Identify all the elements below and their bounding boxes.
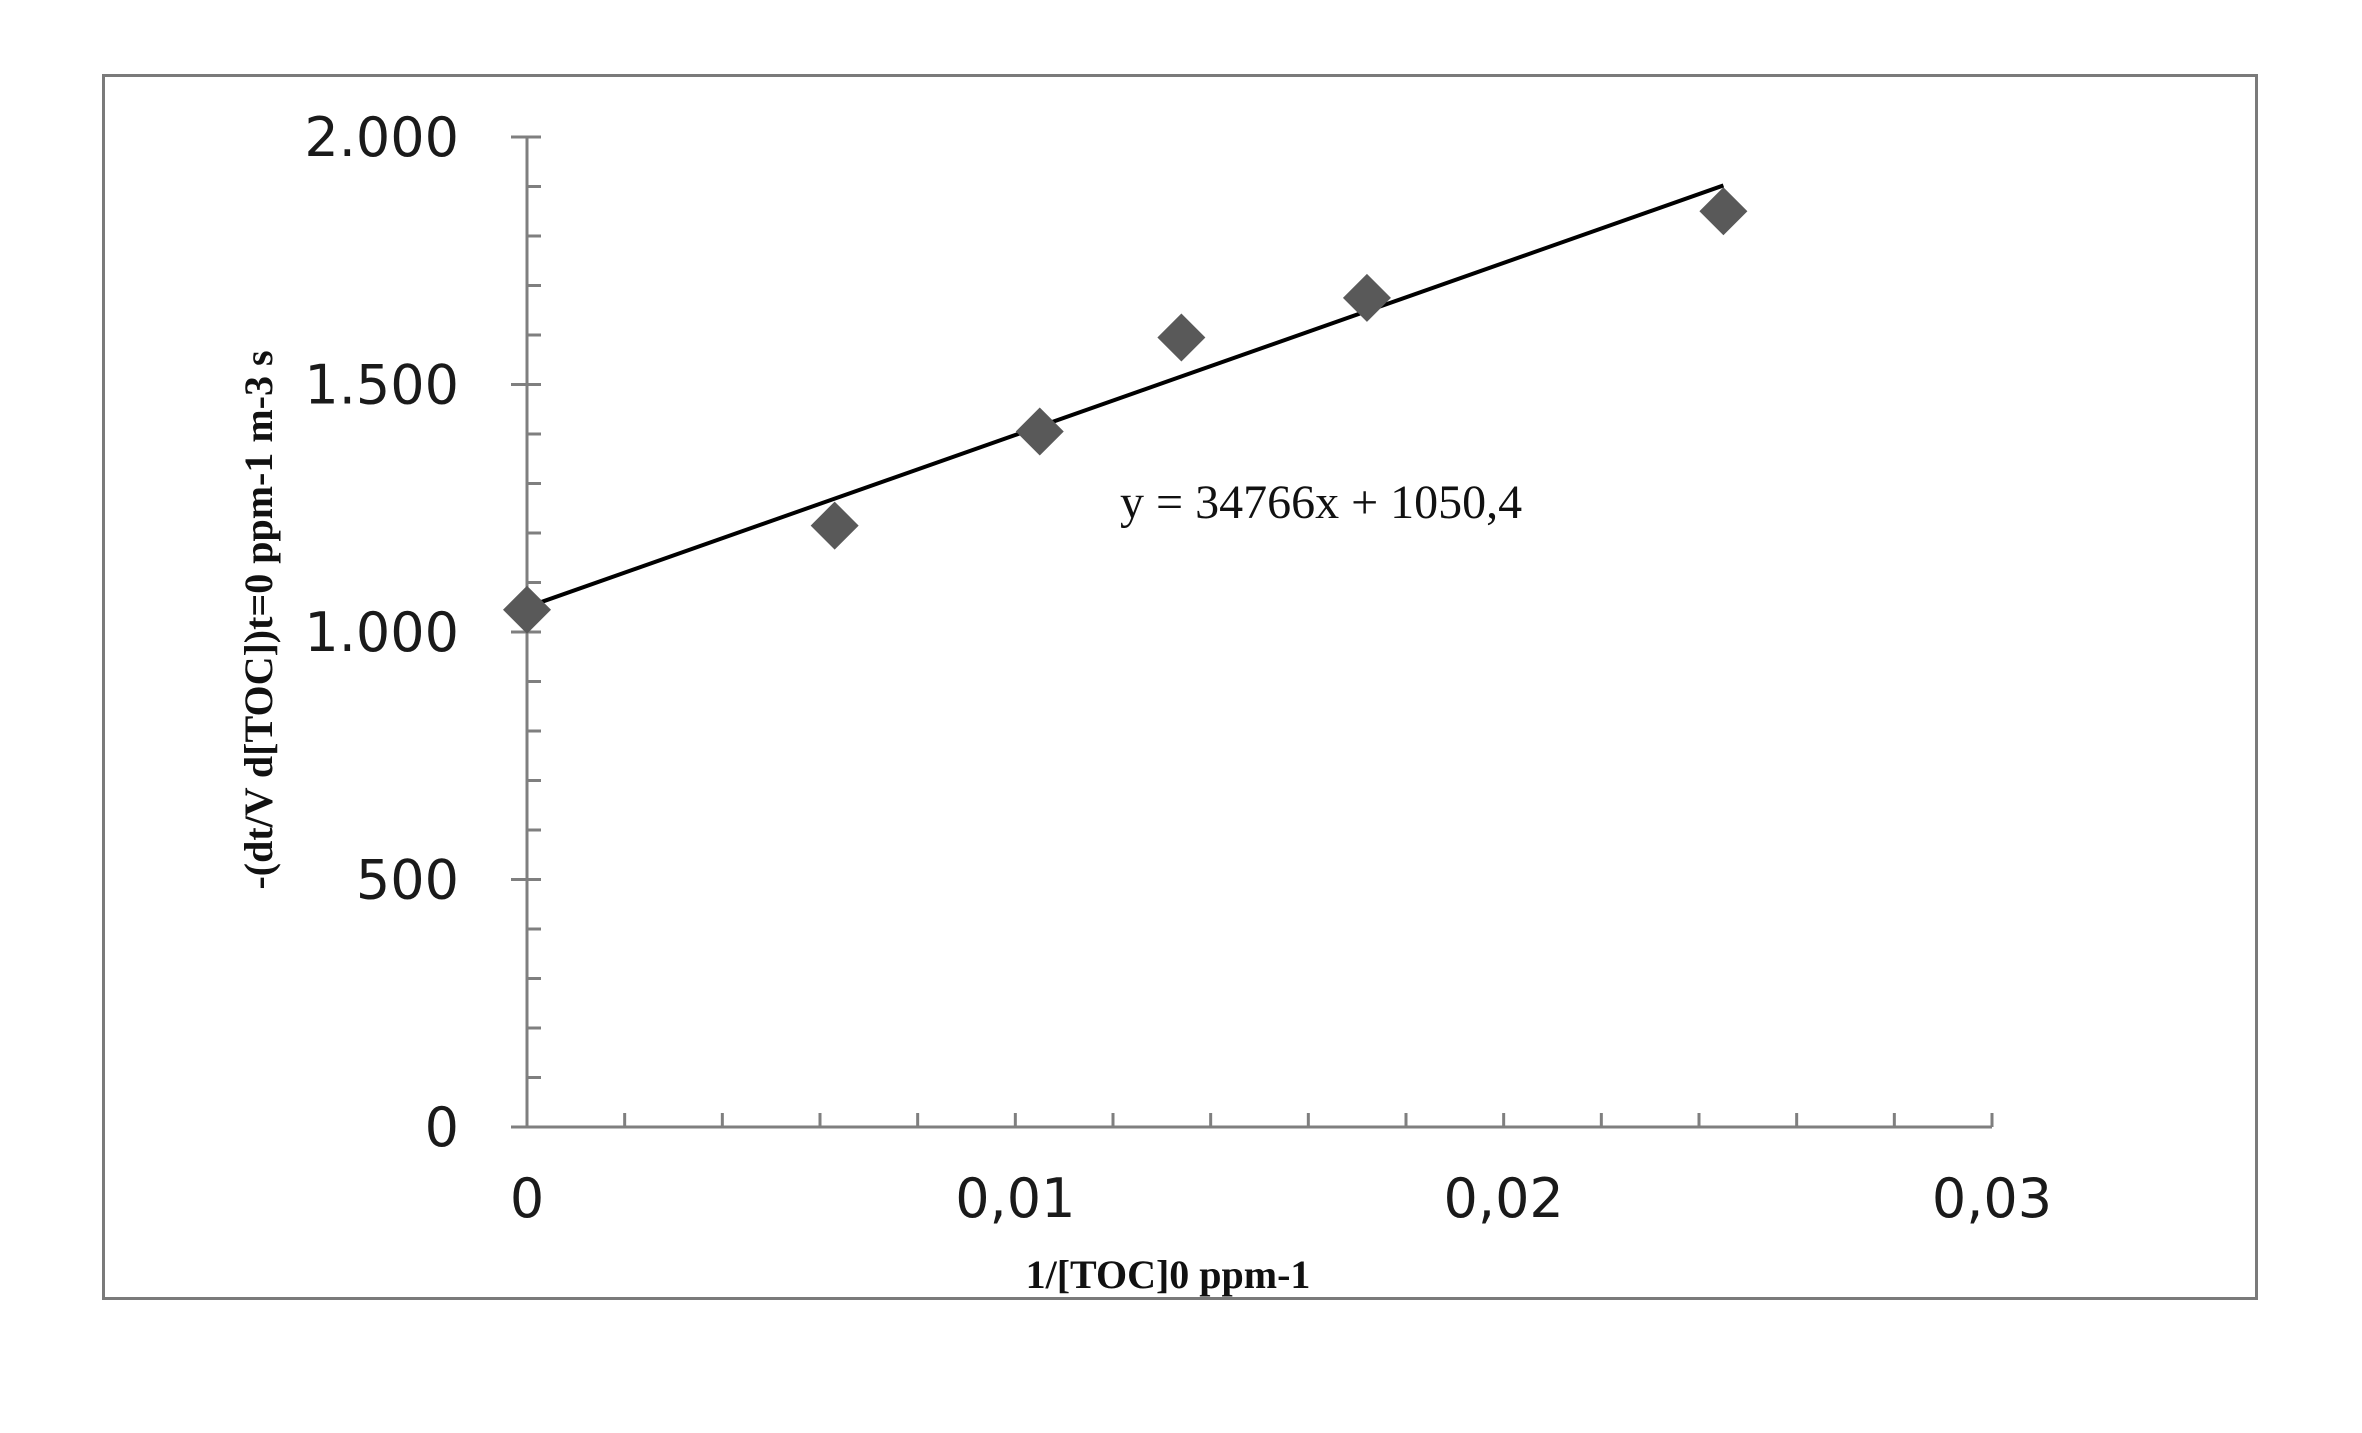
data-point <box>1015 407 1064 456</box>
x-tick-label: 0,03 <box>1932 1167 2052 1230</box>
x-tick-label: 0,01 <box>955 1167 1075 1230</box>
data-point <box>810 501 859 550</box>
trendline-equation: y = 34766x + 1050,4 <box>1120 476 1522 529</box>
data-point <box>1699 187 1748 236</box>
y-axis-title: -(dt/V d[TOC])t=0 ppm-1 m-3 s <box>236 350 281 889</box>
tick-labels: 0 0,01 0,02 0,03 0 500 1.000 1.500 2.000 <box>304 106 2052 1230</box>
y-tick-label: 2.000 <box>304 106 459 169</box>
data-point <box>1157 313 1206 362</box>
x-tick-label: 0,02 <box>1444 1167 1564 1230</box>
data-points <box>503 187 1748 634</box>
chart-frame <box>102 74 2258 1300</box>
trendline-layer <box>526 183 1725 609</box>
data-point <box>503 585 551 634</box>
x-tick-label: 0 <box>510 1167 544 1230</box>
data-point <box>1342 273 1391 322</box>
tick-marks <box>511 135 1994 1129</box>
y-tick-label: 500 <box>356 849 459 912</box>
x-axis-title: 1/[TOC]0 ppm-1 <box>1026 1252 1311 1297</box>
y-tick-label: 1.000 <box>304 601 459 664</box>
y-tick-label: 0 <box>425 1096 459 1159</box>
trendline <box>526 183 1725 609</box>
y-tick-label: 1.500 <box>304 354 459 417</box>
axes <box>525 137 1992 1129</box>
